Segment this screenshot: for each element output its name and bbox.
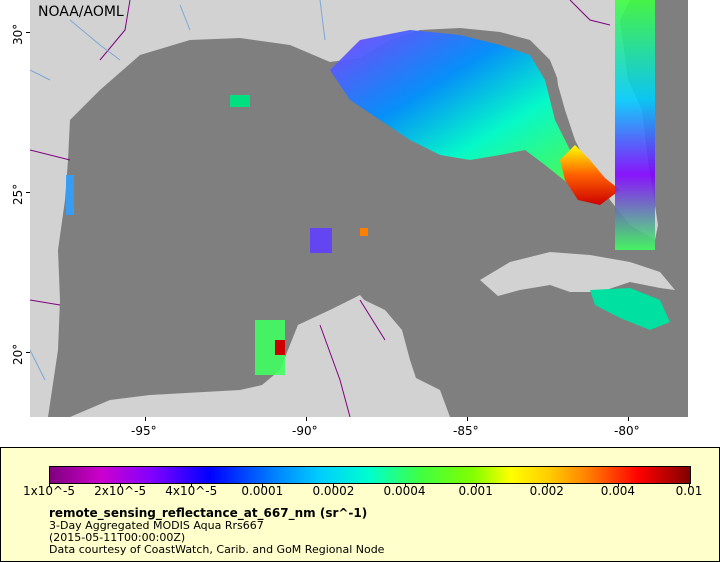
time-label: (2015-05-11T00:00:00Z): [49, 531, 186, 544]
courtesy-label: Data courtesy of CoastWatch, Carib. and …: [49, 543, 385, 556]
colorbar-tick-label: 0.001: [458, 484, 493, 498]
variable-name: remote_sensing_reflectance_at_667_nm (sr…: [49, 506, 368, 520]
colorbar-tick-label: 0.002: [529, 484, 564, 498]
rrs-shelf-plume: [330, 30, 605, 200]
borders: [30, 0, 611, 417]
credit-label: NOAA/AOML: [38, 4, 124, 20]
colorbar-tick-mark: [333, 483, 335, 487]
colorbar-tick-mark: [404, 483, 406, 487]
colorbar-tick-label: 0.004: [600, 484, 636, 498]
cuba: [480, 252, 675, 296]
colorbar-tick-mark: [191, 483, 193, 487]
colorbar-tick-label: 4x10^-5: [165, 484, 218, 498]
lon-tick: [306, 417, 307, 421]
colorbar-tick-mark: [262, 483, 264, 487]
rrs-cuba-north: [590, 288, 670, 330]
lat-tick: [26, 352, 30, 353]
rivers: [30, 0, 326, 381]
rrs-coastal-band: [560, 145, 620, 205]
dataset-name: 3-Day Aggregated MODIS Aqua Rrs667: [49, 519, 264, 532]
lon-tick: [628, 417, 629, 421]
colorbar: [49, 466, 691, 484]
lat-label-30: 30°: [11, 23, 25, 45]
rrs-louisiana-patch: [230, 95, 250, 107]
colorbar-tick-label: 0.0002: [312, 484, 355, 498]
lon-label-80: -80°: [614, 424, 640, 438]
colorbar-tick-mark: [617, 483, 619, 487]
colorbar-tick-mark: [546, 483, 548, 487]
yucatan: [280, 298, 430, 417]
lon-tick: [145, 417, 146, 421]
rrs-orange-patch: [360, 228, 368, 236]
colorbar-tick-label: 1x10^-5: [22, 484, 76, 498]
lat-tick: [26, 32, 30, 33]
gulf-of-mexico-map: [30, 0, 688, 417]
colorbar-tick-label: 0.0004: [383, 484, 426, 498]
lon-tick: [467, 417, 468, 421]
legend-panel: 1x10^-5 2x10^-5 4x10^-5 0.0001 0.0002 0.0004 0…: [0, 447, 720, 562]
colorbar-tick-label: 0.0001: [241, 484, 284, 498]
colorbar-tick-mark: [475, 483, 477, 487]
colorbar-tick-label: 2x10^-5: [94, 484, 147, 498]
lon-label-95: -95°: [131, 424, 157, 438]
lon-label-85: -85°: [453, 424, 479, 438]
rrs-central-patch: [310, 228, 332, 253]
colorbar-tick-mark: [49, 483, 50, 487]
rrs-west-coast-patch: [66, 175, 74, 215]
map-area: NOAA/AOML: [30, 0, 688, 417]
lat-label-20: 20°: [11, 343, 25, 365]
lon-label-90: -90°: [292, 424, 318, 438]
colorbar-tick-mark: [689, 483, 690, 487]
lat-label-25: 25°: [11, 183, 25, 205]
rrs-bay-campeche-red: [275, 340, 285, 355]
colorbar-tick-label: 0.01: [675, 484, 703, 498]
rrs-atlantic-strip: [615, 0, 655, 250]
colorbar-tick-mark: [120, 483, 122, 487]
lat-tick: [26, 192, 30, 193]
